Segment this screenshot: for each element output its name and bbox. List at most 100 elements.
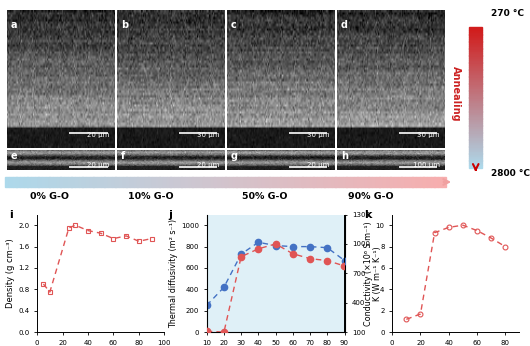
Bar (86, 177, 90, 186)
Bar (328, 177, 332, 186)
Text: 20 μm: 20 μm (197, 162, 219, 168)
Bar (34, 177, 39, 186)
Bar (273, 177, 277, 186)
Bar (401, 177, 405, 186)
Bar (390, 177, 394, 186)
Bar (145, 177, 149, 186)
Bar (156, 177, 160, 186)
Bar (469, 69, 482, 72)
Text: 10% G-O: 10% G-O (128, 192, 173, 201)
Bar (469, 32, 482, 35)
Bar (469, 81, 482, 84)
Text: 30 μm: 30 μm (307, 132, 330, 138)
Bar (38, 177, 42, 186)
Bar (68, 177, 72, 186)
Text: c: c (231, 20, 236, 30)
Bar (236, 177, 240, 186)
Bar (225, 177, 229, 186)
Bar (357, 177, 361, 186)
Text: h: h (341, 151, 348, 161)
Text: f: f (121, 151, 125, 161)
Bar (469, 93, 482, 95)
Bar (469, 58, 482, 61)
Bar (469, 123, 482, 126)
Bar (423, 177, 427, 186)
Bar (218, 177, 222, 186)
Bar (372, 177, 376, 186)
Bar (469, 109, 482, 112)
Bar (192, 177, 196, 186)
Bar (469, 39, 482, 42)
Bar (306, 177, 310, 186)
Bar (122, 177, 127, 186)
Y-axis label: Density (g cm⁻³): Density (g cm⁻³) (6, 238, 15, 308)
Bar (313, 177, 317, 186)
Bar (9, 177, 13, 186)
Y-axis label: Conductivity (×10⁶ S m⁻¹): Conductivity (×10⁶ S m⁻¹) (364, 221, 373, 326)
Bar (148, 177, 152, 186)
Bar (280, 177, 284, 186)
Bar (376, 177, 379, 186)
Bar (269, 177, 273, 186)
Text: 30 μm: 30 μm (197, 132, 219, 138)
Text: 20 μm: 20 μm (87, 132, 110, 138)
Bar (469, 90, 482, 93)
Bar (469, 133, 482, 135)
Bar (420, 177, 423, 186)
Bar (233, 177, 237, 186)
Bar (178, 177, 182, 186)
Bar (469, 135, 482, 137)
Bar (119, 177, 123, 186)
Bar (383, 177, 387, 186)
Bar (240, 177, 244, 186)
Bar (469, 137, 482, 140)
Bar (152, 177, 156, 186)
Bar (317, 177, 321, 186)
Bar (412, 177, 416, 186)
Bar (324, 177, 328, 186)
Y-axis label: K (W m⁻¹ K⁻¹): K (W m⁻¹ K⁻¹) (373, 246, 382, 301)
Bar (469, 118, 482, 121)
Text: b: b (121, 20, 128, 30)
Bar (46, 177, 50, 186)
Bar (469, 107, 482, 109)
Bar (379, 177, 383, 186)
Bar (469, 128, 482, 130)
Bar (394, 177, 398, 186)
Bar (416, 177, 420, 186)
Bar (298, 177, 303, 186)
Bar (430, 177, 435, 186)
Bar (60, 177, 64, 186)
Bar (49, 177, 54, 186)
Bar (469, 76, 482, 79)
Bar (244, 177, 248, 186)
Bar (469, 104, 482, 107)
Bar (16, 177, 20, 186)
Bar (57, 177, 61, 186)
Bar (101, 177, 105, 186)
Bar (262, 177, 266, 186)
Text: 20 μm: 20 μm (307, 162, 330, 168)
Bar (97, 177, 101, 186)
Bar (469, 100, 482, 102)
Text: 100 μm: 100 μm (412, 162, 439, 168)
Bar (469, 156, 482, 158)
Bar (163, 177, 167, 186)
Bar (409, 177, 413, 186)
Bar (469, 74, 482, 77)
Bar (181, 177, 186, 186)
Bar (266, 177, 270, 186)
Bar (469, 130, 482, 133)
Bar (210, 177, 215, 186)
Bar (229, 177, 233, 186)
Bar (346, 177, 350, 186)
Text: k: k (364, 210, 372, 220)
Bar (405, 177, 409, 186)
Bar (469, 37, 482, 39)
Text: 20 μm: 20 μm (87, 162, 110, 168)
Bar (350, 177, 354, 186)
Bar (342, 177, 347, 186)
Bar (310, 177, 314, 186)
Text: e: e (11, 151, 17, 161)
Bar (441, 177, 446, 186)
